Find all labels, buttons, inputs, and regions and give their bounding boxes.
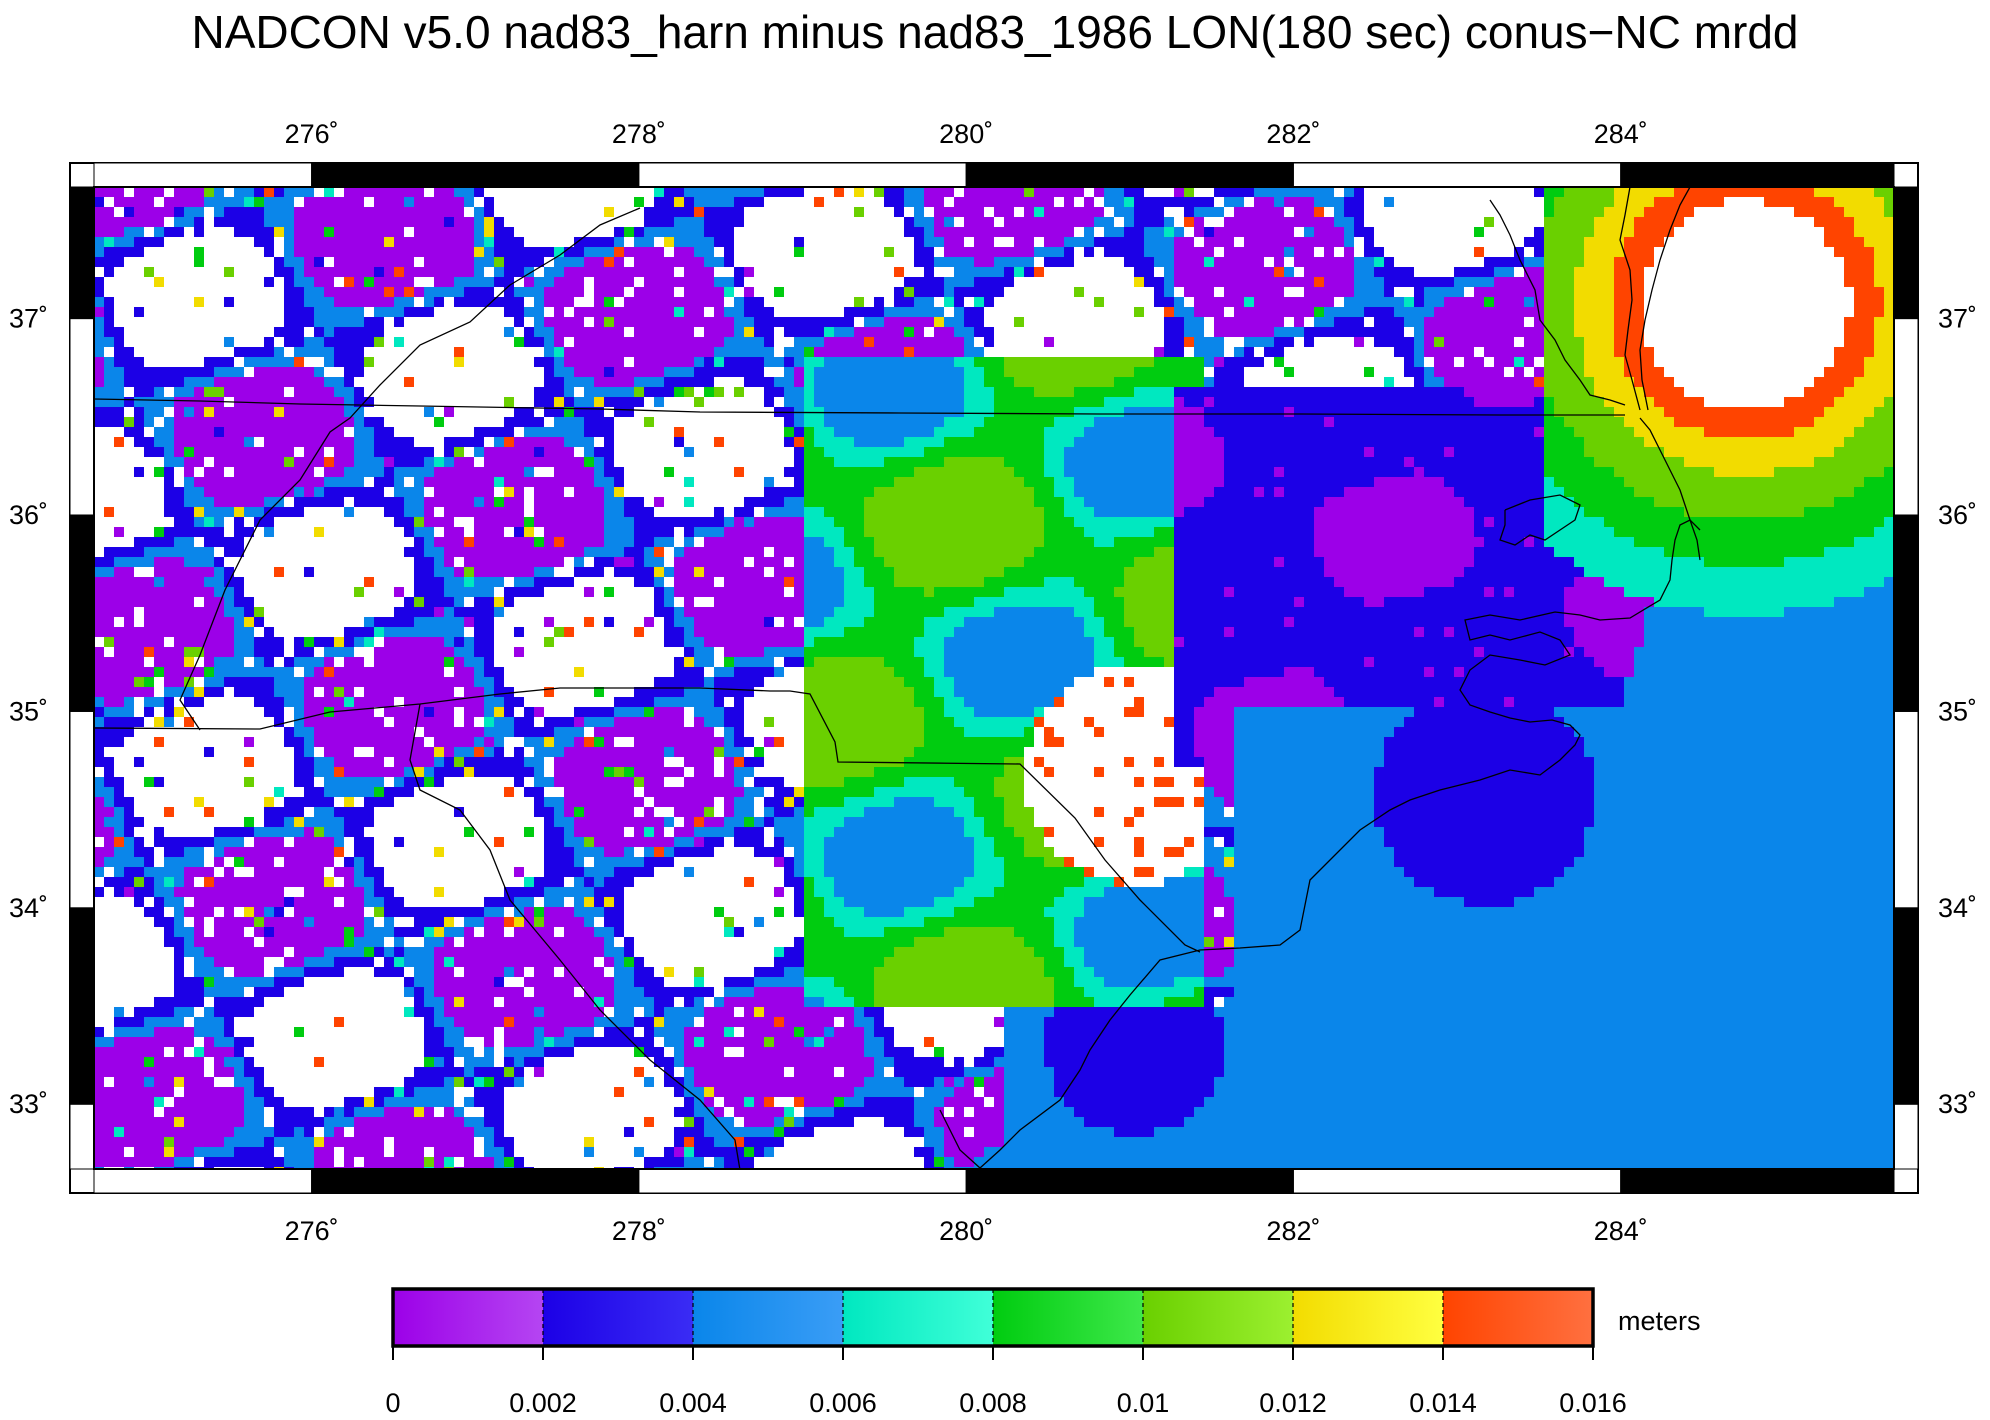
lat-tick-label: 34˚ xyxy=(9,893,48,923)
frame-segment xyxy=(1292,1168,1622,1194)
colorbar-bin xyxy=(543,1289,693,1346)
colorbar-bin xyxy=(1143,1289,1293,1346)
frame-segment xyxy=(69,318,95,516)
colorbar-tick-label: 0.002 xyxy=(509,1388,577,1418)
pamlico-sound-shore xyxy=(1499,494,1581,546)
nc-sc-border xyxy=(94,687,1201,953)
colorbar-tick-label: 0 xyxy=(385,1388,400,1418)
frame-segment xyxy=(1893,514,1919,712)
colorbar-tick-label: 0.006 xyxy=(809,1388,877,1418)
lat-tick-label: 36˚ xyxy=(1938,500,1977,530)
tick-labels: 276˚ 276˚ 278˚ 278˚ 280˚ 280˚ 282˚ 282˚ 284˚ 284˚… xyxy=(9,119,1977,1246)
frame-segment xyxy=(1893,907,1919,1105)
lon-tick-label: 276˚ xyxy=(285,119,339,149)
frame-segment xyxy=(1893,318,1919,516)
lat-tick-label: 34˚ xyxy=(1938,893,1977,923)
lat-tick-label: 37˚ xyxy=(9,304,48,334)
colorbar-tick-label: 0.004 xyxy=(659,1388,727,1418)
lon-tick-label: 280˚ xyxy=(939,119,993,149)
figure-title: NADCON v5.0 nad83_harn minus nad83_1986 … xyxy=(191,6,1799,58)
frame-segment xyxy=(1893,710,1919,909)
colorbar-tick-label: 0.016 xyxy=(1559,1388,1627,1418)
colorbar-bin xyxy=(393,1289,543,1346)
atlantic-coastline xyxy=(979,519,1701,1169)
lon-tick-label: 282˚ xyxy=(1266,1216,1320,1246)
lat-tick-label: 36˚ xyxy=(9,500,48,530)
colorbar-tick-label: 0.01 xyxy=(1117,1388,1170,1418)
frame-segment xyxy=(69,186,95,320)
colorbar-bin xyxy=(693,1289,843,1346)
delmarva-east xyxy=(1639,187,1691,411)
colorbar: 0 0.002 0.004 0.006 0.008 0.01 0.012 0.014 0.016… xyxy=(385,1287,1701,1418)
outer-banks xyxy=(1639,417,1701,561)
colorbar-unit-label: meters xyxy=(1618,1306,1701,1336)
lon-tick-label: 280˚ xyxy=(939,1216,993,1246)
colorbar-bin xyxy=(1443,1289,1593,1346)
frame-segment xyxy=(69,514,95,712)
frame-segment xyxy=(1620,162,1895,188)
lat-tick-label: 33˚ xyxy=(9,1089,48,1119)
frame-segment xyxy=(1620,1168,1895,1194)
frame-segment xyxy=(69,1103,95,1170)
lat-tick-label: 37˚ xyxy=(1938,304,1977,334)
frame-segment xyxy=(638,162,967,188)
lon-tick-label: 282˚ xyxy=(1266,119,1320,149)
lon-tick-label: 278˚ xyxy=(612,1216,666,1246)
frame-segment xyxy=(1893,186,1919,320)
frame-segment xyxy=(965,1168,1294,1194)
colorbar-tick-label: 0.008 xyxy=(959,1388,1027,1418)
lat-tick-label: 35˚ xyxy=(1938,696,1977,726)
colorbar-tick-label: 0.012 xyxy=(1259,1388,1327,1418)
frame-segment xyxy=(965,162,1294,188)
va-nc-border xyxy=(94,398,1625,416)
frame-segment xyxy=(1292,162,1622,188)
colorbar-bin xyxy=(843,1289,993,1346)
colorbar-tick-label: 0.014 xyxy=(1409,1388,1477,1418)
frame-segment xyxy=(69,710,95,909)
lon-tick-label: 284˚ xyxy=(1594,1216,1648,1246)
frame-segment xyxy=(93,162,313,188)
delmarva-shore xyxy=(1619,187,1641,411)
lon-tick-label: 276˚ xyxy=(285,1216,339,1246)
data-grid xyxy=(94,187,1894,1169)
chesapeake-shore xyxy=(1489,199,1626,406)
frame-segment xyxy=(1893,1103,1919,1170)
nc-tn-border xyxy=(179,207,641,731)
frame-segment xyxy=(93,1168,313,1194)
frame-segment xyxy=(638,1168,967,1194)
lon-tick-label: 278˚ xyxy=(612,119,666,149)
frame-segment xyxy=(311,162,640,188)
sc-ga-border xyxy=(409,703,741,1169)
frame-segment xyxy=(69,907,95,1105)
lower-coast-ga xyxy=(939,1109,981,1169)
colorbar-bin xyxy=(993,1289,1143,1346)
lon-tick-label: 284˚ xyxy=(1594,119,1648,149)
map-inner-border xyxy=(93,186,1895,1170)
lat-tick-label: 35˚ xyxy=(9,696,48,726)
lat-tick-label: 33˚ xyxy=(1938,1089,1977,1119)
colorbar-bin xyxy=(1293,1289,1443,1346)
coastline-and-borders xyxy=(94,187,1701,1169)
frame-segment xyxy=(311,1168,640,1194)
